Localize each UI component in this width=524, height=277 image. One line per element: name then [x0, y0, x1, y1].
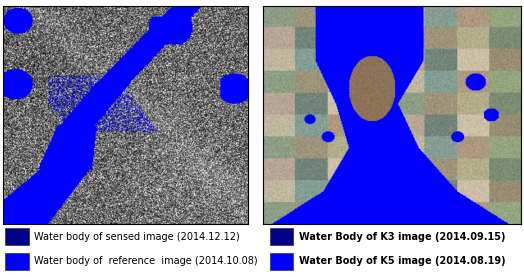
Text: Water Body of K3 image (2014.09.15): Water Body of K3 image (2014.09.15) — [299, 232, 505, 242]
Text: Water body of sensed image (2014.12.12): Water body of sensed image (2014.12.12) — [34, 232, 240, 242]
Text: Water Body of K5 image (2014.08.19): Water Body of K5 image (2014.08.19) — [299, 257, 505, 266]
Text: Water body of  reference  image (2014.10.08): Water body of reference image (2014.10.0… — [34, 257, 258, 266]
